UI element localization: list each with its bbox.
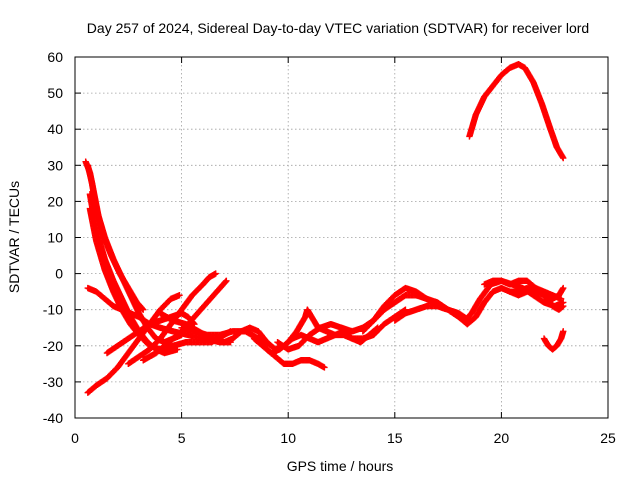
x-axis-label: GPS time / hours <box>287 458 394 474</box>
y-tick-label: 50 <box>47 85 63 101</box>
y-tick-label: 0 <box>55 266 63 282</box>
series-arc-decay-2 <box>84 162 147 313</box>
x-tick-label: 15 <box>387 430 403 446</box>
data-points <box>82 61 567 396</box>
data-point <box>560 154 567 162</box>
y-tick-label: 60 <box>47 49 63 65</box>
data-point <box>139 305 146 313</box>
y-tick-label: -30 <box>43 374 63 390</box>
series-arc-long-1 <box>274 292 473 353</box>
x-tick-label: 25 <box>600 430 616 446</box>
data-point <box>222 278 229 285</box>
y-tick-label: -20 <box>43 338 63 354</box>
x-tick-label: 5 <box>178 430 186 446</box>
y-tick-label: -10 <box>43 302 63 318</box>
data-point <box>560 302 567 310</box>
series-arc-rise-3 <box>140 277 230 364</box>
x-tick-label: 20 <box>494 430 510 446</box>
data-point <box>140 306 147 313</box>
data-point <box>176 292 183 299</box>
data-point <box>559 303 566 311</box>
grid <box>75 57 608 418</box>
data-point <box>223 277 230 285</box>
series-arc-late-3 <box>540 328 567 353</box>
series-arc-high <box>466 61 567 162</box>
x-tick-label: 0 <box>71 430 79 446</box>
y-tick-label: -40 <box>43 410 63 426</box>
plot-frame <box>74 56 609 419</box>
axis-ticks: 0 5 10 15 20 25 -40 -30 -20 -10 0 10 20 30 40 50 60 <box>43 49 616 446</box>
y-tick-label: 40 <box>47 121 63 137</box>
y-axis-label: SDTVAR / TECUs <box>6 181 22 293</box>
series-arc-mid-2 <box>178 324 328 371</box>
data-point <box>560 328 567 335</box>
y-tick-label: 20 <box>47 193 63 209</box>
y-tick-label: 30 <box>47 157 63 173</box>
series-arc-late-2 <box>506 284 567 303</box>
x-tick-label: 10 <box>280 430 296 446</box>
data-point <box>557 295 565 303</box>
chart-title: Day 257 of 2024, Sidereal Day-to-day VTE… <box>87 20 589 36</box>
y-tick-label: 10 <box>47 230 63 246</box>
data-point <box>560 284 567 292</box>
data-point <box>321 364 328 371</box>
data-point <box>212 270 219 277</box>
